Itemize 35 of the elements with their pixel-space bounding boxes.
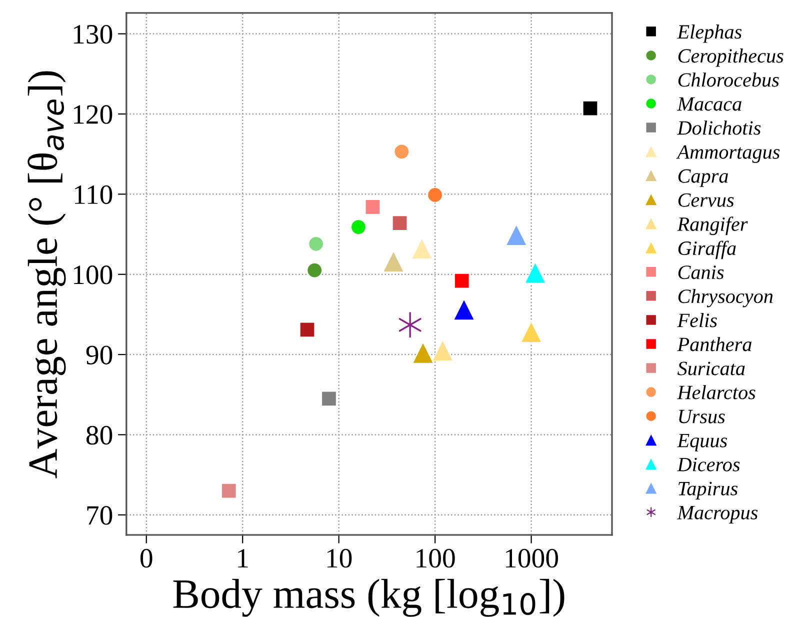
x-tick-label: 0 (140, 548, 152, 568)
legend-label: Panthera (677, 337, 752, 352)
y-tick-label: 110 (75, 185, 112, 204)
x-axis-title: Body mass (kg [log$_{10}$]) (173, 578, 564, 617)
legend-label: Cervus (678, 193, 734, 207)
x-tick-label: 100 (416, 548, 455, 568)
x-tick-label: 1000 (506, 548, 558, 568)
y-tick-label: 90 (86, 346, 112, 364)
legend-label: Ursus (679, 410, 725, 424)
legend-label: Giraffa (678, 240, 736, 260)
legend-label: Chrysocyon (678, 288, 773, 308)
legend-label: Chlorocebus (678, 72, 779, 87)
legend-label: Dolichotis (677, 120, 761, 135)
legend-label: Macropus (677, 506, 758, 524)
legend-label: Ceropithecus (678, 48, 784, 67)
legend-label: Tapirus (678, 482, 738, 500)
legend-label: Rangifer (677, 216, 748, 236)
legend-label: Capra (678, 169, 728, 187)
legend-label: Canis (678, 266, 724, 280)
legend-label: Ammortagus (676, 145, 780, 163)
legend-label: Equus (677, 434, 728, 452)
x-tick-label: 1 (238, 549, 248, 568)
legend-label: Felis (677, 313, 717, 328)
y-tick-label: 120 (74, 105, 112, 124)
y-axis-title: Average angle (° [θ$_{ave}$]) (28, 71, 66, 478)
y-tick-label: 70 (87, 506, 112, 525)
legend-label: Diceros (677, 458, 740, 472)
x-tick-label: 10 (327, 548, 352, 568)
y-tick-label: 130 (74, 24, 112, 44)
legend-label: Suricata (678, 362, 745, 376)
legend-label: Elephas (677, 24, 742, 43)
y-tick-label: 80 (86, 426, 112, 445)
legend-label: Macaca (677, 97, 742, 111)
legend-label: Helarctos (677, 385, 756, 400)
y-tick-label: 100 (74, 266, 112, 284)
